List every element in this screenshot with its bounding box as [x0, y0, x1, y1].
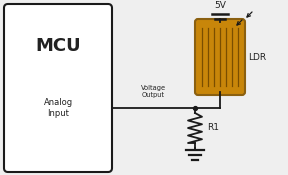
Text: 5V: 5V [214, 1, 226, 10]
FancyBboxPatch shape [4, 4, 112, 172]
Text: R1: R1 [207, 124, 219, 132]
Text: LDR: LDR [248, 52, 266, 61]
Text: Analog
Input: Analog Input [43, 98, 73, 118]
Text: MCU: MCU [35, 37, 81, 55]
FancyBboxPatch shape [195, 19, 245, 95]
Text: Voltage
Output: Voltage Output [141, 85, 166, 98]
